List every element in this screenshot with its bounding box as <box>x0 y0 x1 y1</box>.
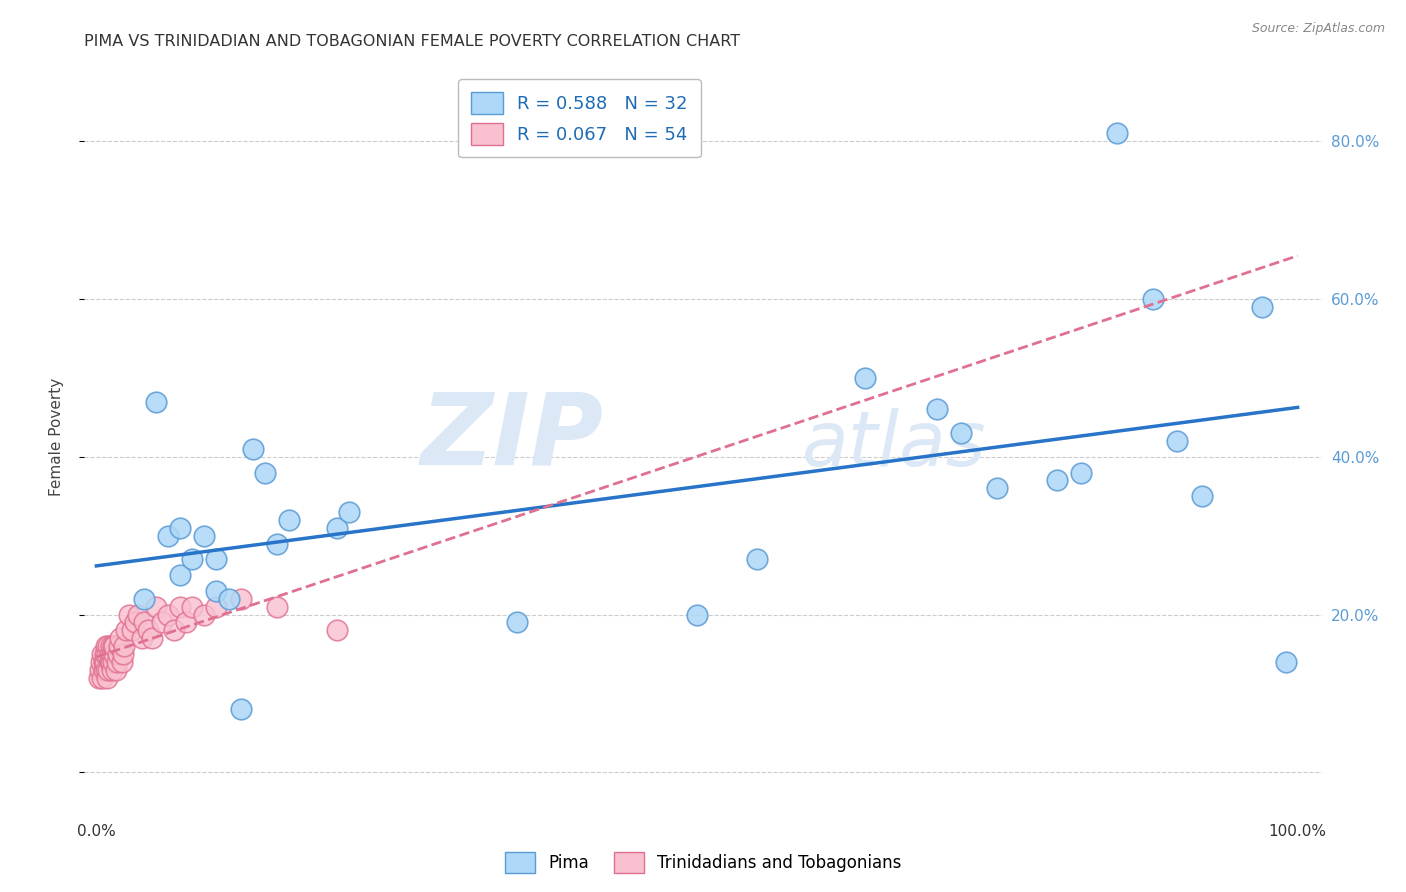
Point <box>94 647 117 661</box>
Point <box>169 521 191 535</box>
Point <box>97 639 120 653</box>
Point <box>1250 300 1272 314</box>
Point <box>157 529 180 543</box>
Point <box>134 591 156 606</box>
Point <box>277 513 299 527</box>
Point <box>181 552 204 566</box>
Point <box>266 536 288 550</box>
Point <box>686 607 709 622</box>
Point <box>111 647 134 661</box>
Point <box>97 663 120 677</box>
Point <box>100 639 122 653</box>
Point <box>1070 466 1092 480</box>
Point <box>145 599 167 614</box>
Point <box>131 631 153 645</box>
Point <box>94 639 117 653</box>
Point <box>96 647 118 661</box>
Point <box>205 552 228 566</box>
Text: atlas: atlas <box>801 408 987 482</box>
Point <box>325 624 347 638</box>
Point <box>110 655 132 669</box>
Point <box>98 647 121 661</box>
Point <box>927 402 949 417</box>
Point <box>121 624 143 638</box>
Point <box>93 663 115 677</box>
Text: ZIP: ZIP <box>420 389 605 485</box>
Point <box>96 671 118 685</box>
Point <box>100 655 122 669</box>
Point <box>853 371 876 385</box>
Y-axis label: Female Poverty: Female Poverty <box>49 378 63 496</box>
Point <box>163 624 186 638</box>
Point <box>115 624 138 638</box>
Point <box>134 615 156 630</box>
Text: Source: ZipAtlas.com: Source: ZipAtlas.com <box>1251 22 1385 36</box>
Point <box>169 599 191 614</box>
Point <box>986 481 1008 495</box>
Point <box>193 607 215 622</box>
Legend: R = 0.588   N = 32, R = 0.067   N = 54: R = 0.588 N = 32, R = 0.067 N = 54 <box>458 79 700 157</box>
Point <box>124 615 146 630</box>
Point <box>152 615 174 630</box>
Point <box>103 647 125 661</box>
Point <box>229 591 252 606</box>
Point <box>1107 127 1129 141</box>
Point <box>103 655 125 669</box>
Point <box>91 647 114 661</box>
Text: PIMA VS TRINIDADIAN AND TOBAGONIAN FEMALE POVERTY CORRELATION CHART: PIMA VS TRINIDADIAN AND TOBAGONIAN FEMAL… <box>84 34 741 49</box>
Point <box>107 647 129 661</box>
Point <box>90 655 112 669</box>
Point <box>205 599 228 614</box>
Point <box>118 607 141 622</box>
Point <box>89 663 111 677</box>
Point <box>157 607 180 622</box>
Point <box>98 655 121 669</box>
Point <box>94 663 117 677</box>
Point <box>242 442 264 456</box>
Point <box>169 568 191 582</box>
Point <box>112 639 135 653</box>
Point <box>506 615 529 630</box>
Point <box>91 671 114 685</box>
Legend: Pima, Trinidadians and Tobagonians: Pima, Trinidadians and Tobagonians <box>498 846 908 880</box>
Point <box>103 639 125 653</box>
Point <box>253 466 276 480</box>
Point <box>337 505 360 519</box>
Point <box>101 647 124 661</box>
Point <box>176 615 198 630</box>
Point <box>93 655 115 669</box>
Point <box>205 583 228 598</box>
Point <box>950 426 973 441</box>
Point <box>108 639 131 653</box>
Point <box>104 663 127 677</box>
Point <box>101 663 124 677</box>
Point <box>1191 489 1213 503</box>
Point <box>103 639 125 653</box>
Point <box>1046 474 1069 488</box>
Point <box>193 529 215 543</box>
Point <box>110 631 132 645</box>
Point <box>325 521 347 535</box>
Point <box>145 394 167 409</box>
Point <box>87 671 110 685</box>
Point <box>266 599 288 614</box>
Point <box>218 591 240 606</box>
Point <box>181 599 204 614</box>
Point <box>105 655 128 669</box>
Point <box>1166 434 1188 448</box>
Point <box>745 552 768 566</box>
Point <box>94 655 117 669</box>
Point <box>1142 292 1164 306</box>
Point <box>127 607 149 622</box>
Point <box>141 631 163 645</box>
Point <box>229 702 252 716</box>
Point <box>136 624 159 638</box>
Point <box>1274 655 1296 669</box>
